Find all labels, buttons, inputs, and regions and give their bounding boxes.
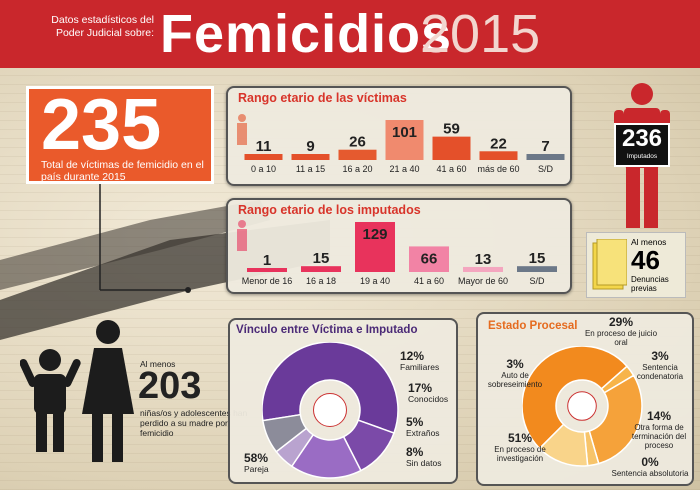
bar-value-0: 1 [263,252,271,269]
legend-familiares: 12% Familiares [400,349,440,372]
bar-2 [355,222,395,272]
relationship-donut-chart [262,342,399,479]
bar-4 [432,136,471,160]
accused-bar-chart: 1 Menor de 16 15 16 a 18 129 19 a 40 66 41 a 60… [237,220,557,286]
slice-0 [522,346,629,450]
bar-label-6: S/D [538,164,554,174]
process-status-panel: Estado Procesal 29% En proceso de juicio … [476,312,694,486]
header-subtitle: Datos estadísticos del Poder Judicial so… [51,14,154,39]
total-victims-box: 235 Total de víctimas de femicidio en el… [26,86,214,184]
slice-4 [262,413,308,453]
bar-6 [526,154,565,160]
bar-2 [338,149,377,160]
victims-chart-title: Rango etario de las víctimas [238,91,407,105]
bar-value-3: 101 [392,124,417,141]
bar-label-3: 21 a 40 [389,164,419,174]
children-number: 203 [138,365,202,407]
bar-3 [385,120,424,160]
folder-icon [592,239,627,290]
legend-sobreseimiento: 3% Auto de sobreseimiento [487,357,543,390]
relationship-chart-title: Vínculo entre Víctima e Imputado [236,324,418,336]
bar-0 [244,154,283,160]
bar-value-4: 13 [475,251,492,268]
bar-value-2: 129 [362,226,387,243]
children-description: niñas/os y adolescentes han perdido a su… [140,408,248,438]
bar-label-0: 0 a 10 [251,164,276,174]
bar-4 [463,266,503,272]
slice-4 [538,423,589,467]
legend-investigacion: 51% En proceso de investigación [494,431,546,464]
bar-3 [409,246,449,272]
process-donut-chart [522,346,643,467]
legend-condenatoria: 3% Sentencia condenatoria [636,349,684,382]
bar-label-1: 16 a 18 [306,276,336,286]
bar-0 [247,268,287,272]
bar-1 [291,154,330,160]
bar-value-5: 15 [529,250,546,267]
relationship-panel: Vínculo entre Víctima e Imputado 12% Fami… [228,318,458,484]
bar-label-5: más de 60 [477,164,519,174]
bar-value-2: 26 [349,134,366,151]
process-chart-title: Estado Procesal [488,320,578,332]
accused-total-number: 236 [621,125,663,152]
bar-5 [479,151,518,160]
bar-1 [301,266,341,272]
bar-value-5: 22 [490,135,507,152]
mother-child-icon [20,320,134,462]
bar-value-6: 7 [541,138,549,155]
legend-otra-forma: 14% Otra forma de terminación del proceso [631,409,687,451]
bar-label-2: 19 a 40 [360,276,390,286]
bar-label-3: 41 a 60 [414,276,444,286]
legend-conocidos: 17% Conocidos [408,381,449,404]
bar-label-2: 16 a 20 [342,164,372,174]
bar-value-4: 59 [443,121,460,138]
bar-label-4: Mayor de 60 [458,276,508,286]
accused-total-box: 236 Imputados [614,123,670,167]
legend-pareja: 58% Pareja [244,451,269,474]
legend-absolutoria: 0% Sentencia absolutoria [611,455,689,479]
complaints-number: 46 [631,245,660,275]
header-banner: Datos estadísticos del Poder Judicial so… [0,0,700,68]
bar-value-0: 11 [256,138,272,155]
header-year: 2015 [420,4,541,64]
total-victims-number: 235 [41,85,162,165]
victims-age-panel: Rango etario de las víctimas 11 0 a 10 9 11… [226,86,572,186]
legend-sin-datos: 8% Sin datos [406,445,442,468]
man-icon [237,220,247,251]
slice-0 [262,342,399,434]
accused-age-panel: Rango etario de los imputados 1 Menor de … [226,198,572,294]
bar-value-1: 15 [313,250,330,267]
total-victims-description: Total de víctimas de femicidio en el paí… [41,159,204,183]
bar-value-1: 9 [306,138,314,155]
donut-center-icon [313,393,347,427]
bar-label-0: Menor de 16 [242,276,293,286]
complaints-label: Denuncias previas [631,275,669,293]
accused-chart-title: Rango etario de los imputados [238,203,421,217]
complaints-prefix: Al menos [631,237,667,247]
woman-icon [237,114,247,145]
bar-value-3: 66 [421,250,438,267]
slice-2 [588,374,643,465]
victims-bar-chart: 11 0 a 10 9 11 a 15 26 16 a 20 101 21 a 40 59 41 … [237,114,565,174]
bar-label-1: 11 a 15 [296,164,325,174]
header-title: Femicidios [160,4,453,64]
donut-center-icon [567,391,597,421]
accused-total-label: Imputados [626,153,658,160]
complaints-box: Al menos 46 Denuncias previas [586,232,686,298]
bar-label-4: 41 a 60 [436,164,466,174]
legend-extranos: 5% Extraños [406,415,440,438]
bar-5 [517,266,557,272]
children-prefix: Al menos [140,359,176,369]
bar-label-5: S/D [529,276,545,286]
legend-juicio-oral: 29% En proceso de juicio oral [584,315,658,348]
